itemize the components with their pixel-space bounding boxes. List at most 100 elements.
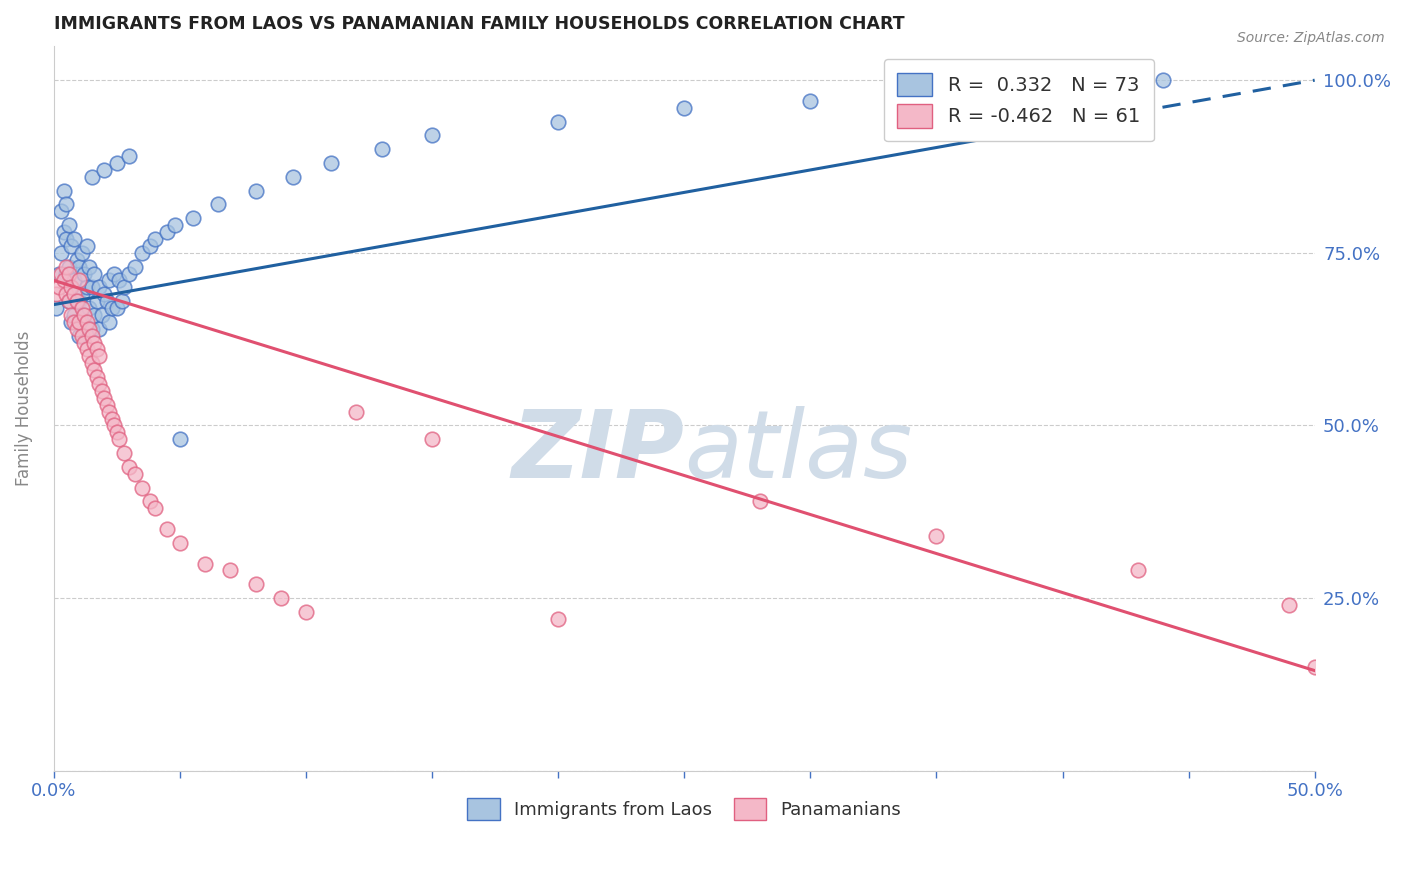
- Point: [45, 287, 67, 301]
- Point: [45, 301, 67, 315]
- Point: [93, 287, 115, 301]
- Point: [70, 328, 93, 343]
- Point: [51, 245, 73, 260]
- Point: [86, 294, 108, 309]
- Point: [96, 294, 118, 309]
- Point: [156, 225, 179, 239]
- Point: [89, 280, 111, 294]
- Point: [65, 322, 87, 336]
- Point: [80, 322, 103, 336]
- Point: [83, 308, 105, 322]
- Point: [73, 335, 96, 350]
- Y-axis label: Family Households: Family Households: [15, 331, 32, 486]
- Point: [51, 267, 73, 281]
- Point: [169, 536, 191, 550]
- Point: [83, 335, 105, 350]
- Point: [60, 280, 83, 294]
- Point: [83, 267, 105, 281]
- Point: [169, 432, 191, 446]
- Point: [58, 294, 80, 309]
- Point: [52, 225, 75, 239]
- Point: [420, 128, 443, 143]
- Point: [65, 252, 87, 267]
- Point: [73, 308, 96, 322]
- Point: [118, 149, 141, 163]
- Point: [103, 418, 125, 433]
- Point: [80, 280, 103, 294]
- Point: [547, 612, 569, 626]
- Point: [101, 411, 124, 425]
- Point: [93, 391, 115, 405]
- Point: [131, 481, 153, 495]
- Point: [105, 156, 128, 170]
- Point: [48, 267, 70, 281]
- Point: [143, 501, 166, 516]
- Point: [98, 404, 121, 418]
- Point: [48, 280, 70, 294]
- Point: [73, 308, 96, 322]
- Point: [77, 322, 100, 336]
- Point: [58, 294, 80, 309]
- Point: [70, 245, 93, 260]
- Point: [105, 301, 128, 315]
- Point: [55, 287, 77, 301]
- Point: [77, 301, 100, 315]
- Text: ZIP: ZIP: [512, 406, 685, 498]
- Point: [138, 239, 160, 253]
- Point: [60, 280, 83, 294]
- Point: [245, 577, 267, 591]
- Point: [58, 267, 80, 281]
- Point: [77, 350, 100, 364]
- Point: [370, 142, 392, 156]
- Point: [89, 322, 111, 336]
- Point: [67, 273, 90, 287]
- Point: [63, 315, 86, 329]
- Point: [60, 239, 83, 253]
- Point: [65, 294, 87, 309]
- Point: [63, 287, 86, 301]
- Point: [63, 308, 86, 322]
- Point: [67, 294, 90, 309]
- Point: [321, 156, 343, 170]
- Point: [76, 239, 98, 253]
- Point: [67, 260, 90, 274]
- Text: Source: ZipAtlas.com: Source: ZipAtlas.com: [1237, 31, 1385, 45]
- Point: [131, 245, 153, 260]
- Point: [58, 260, 80, 274]
- Point: [70, 301, 93, 315]
- Point: [101, 301, 124, 315]
- Point: [118, 459, 141, 474]
- Point: [181, 211, 204, 226]
- Point: [55, 197, 77, 211]
- Point: [925, 529, 948, 543]
- Point: [89, 377, 111, 392]
- Point: [86, 343, 108, 357]
- Point: [90, 384, 112, 398]
- Text: IMMIGRANTS FROM LAOS VS PANAMANIAN FAMILY HOUSEHOLDS CORRELATION CHART: IMMIGRANTS FROM LAOS VS PANAMANIAN FAMIL…: [53, 15, 904, 33]
- Point: [65, 294, 87, 309]
- Point: [346, 404, 368, 418]
- Point: [83, 363, 105, 377]
- Point: [67, 328, 90, 343]
- Point: [55, 267, 77, 281]
- Point: [96, 398, 118, 412]
- Point: [63, 232, 86, 246]
- Point: [1278, 598, 1301, 612]
- Point: [76, 280, 98, 294]
- Point: [138, 494, 160, 508]
- Point: [103, 267, 125, 281]
- Point: [67, 315, 90, 329]
- Point: [420, 432, 443, 446]
- Point: [93, 163, 115, 178]
- Point: [1152, 73, 1174, 87]
- Point: [76, 343, 98, 357]
- Point: [52, 184, 75, 198]
- Point: [80, 328, 103, 343]
- Point: [89, 350, 111, 364]
- Point: [73, 267, 96, 281]
- Point: [55, 232, 77, 246]
- Point: [63, 273, 86, 287]
- Point: [70, 287, 93, 301]
- Point: [51, 204, 73, 219]
- Point: [156, 522, 179, 536]
